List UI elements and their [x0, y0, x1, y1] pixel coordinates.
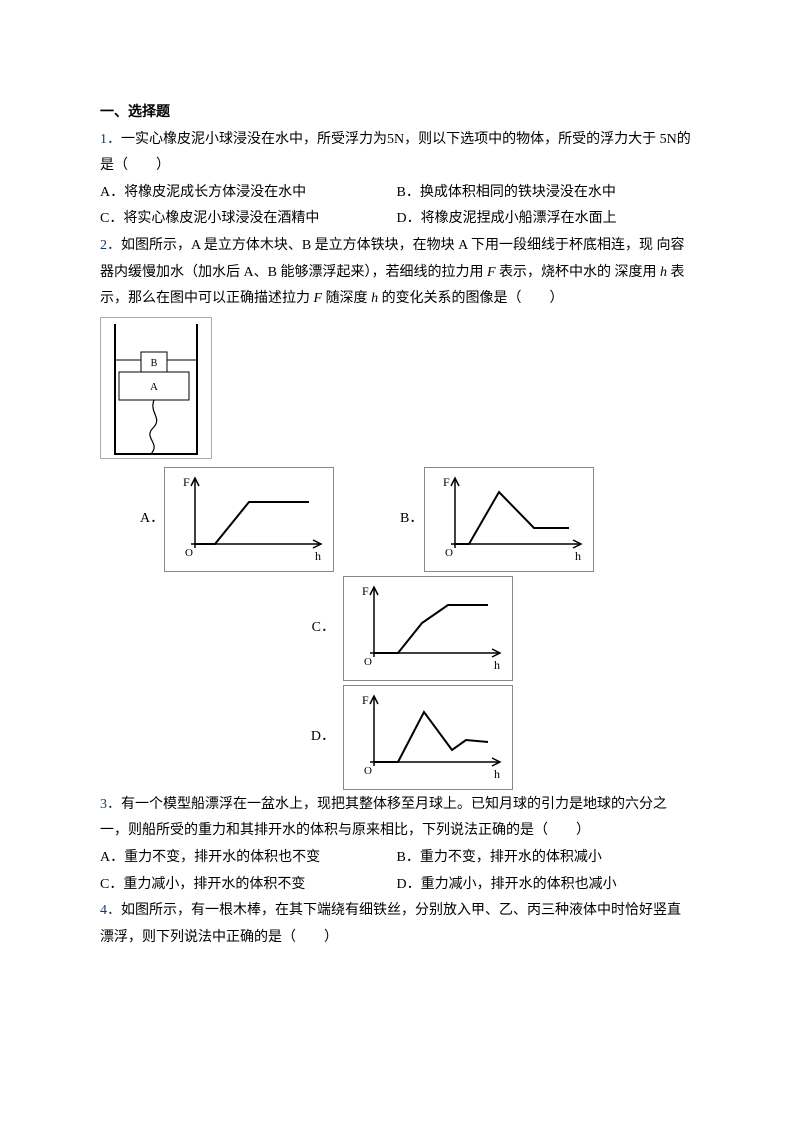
graph-C: F h O	[343, 576, 513, 681]
q1-option-a: A．将橡皮泥成长方体浸没在水中	[100, 180, 397, 207]
var-F2: F	[314, 291, 323, 306]
q3-text: 有一个模型船漂浮在一盆水上，现把其整体移至月球上。已知月球的引力是地球的六分之一…	[100, 797, 667, 839]
q2-diagram: A B	[100, 317, 212, 459]
q3-option-c: C．重力减小，排开水的体积不变	[100, 872, 397, 899]
q4-number: 4．	[100, 903, 121, 918]
q1-number: 1．	[100, 132, 121, 147]
q3-option-d: D．重力减小，排开水的体积也减小	[397, 872, 694, 899]
q2-row-c: C． F h O	[100, 576, 693, 681]
graph-D: F h O	[343, 685, 513, 790]
svg-text:h: h	[315, 549, 321, 563]
svg-text:h: h	[575, 549, 581, 563]
q1-option-d: D．将橡皮泥捏成小船漂浮在水面上	[397, 206, 694, 233]
q1-option-b: B．换成体积相同的铁块浸没在水中	[397, 180, 694, 207]
q2-row-d: D． F h O	[100, 685, 693, 790]
question-3: 3．有一个模型船漂浮在一盆水上，现把其整体移至月球上。已知月球的引力是地球的六分…	[100, 792, 693, 898]
svg-text:A: A	[150, 381, 158, 393]
svg-text:O: O	[364, 765, 372, 777]
svg-text:h: h	[494, 767, 500, 781]
q2-number: 2．	[100, 238, 121, 253]
q2-row-ab: A． F h O B． F h O	[100, 467, 693, 572]
q2-optC-label: C．	[100, 615, 343, 642]
q1-text: 一实心橡皮泥小球浸没在水中，所受浮力为5N，则以下选项中的物体，所受的浮力大于 …	[100, 132, 691, 174]
svg-text:F: F	[443, 475, 450, 489]
q1-option-c: C．将实心橡皮泥小球浸没在酒精中	[100, 206, 397, 233]
q2-line1: 如图所示，A 是立方体木块、B 是立方体铁块，在物块 A 下用一段细线于杯底相连…	[121, 238, 653, 253]
svg-text:O: O	[185, 547, 193, 559]
exam-page: 一、选择题 1．一实心橡皮泥小球浸没在水中，所受浮力为5N，则以下选项中的物体，…	[0, 0, 793, 1122]
q2-optB-label: B．	[400, 506, 424, 533]
graph-A: F h O	[164, 467, 334, 572]
var-F: F	[487, 265, 496, 280]
q3-option-b: B．重力不变，排开水的体积减小	[397, 845, 694, 872]
question-1: 1．一实心橡皮泥小球浸没在水中，所受浮力为5N，则以下选项中的物体，所受的浮力大…	[100, 127, 693, 233]
svg-text:B: B	[151, 358, 158, 369]
question-4: 4．如图所示，有一根木棒，在其下端绕有细铁丝，分别放入甲、乙、丙三种液体中时恰好…	[100, 898, 693, 951]
svg-text:h: h	[494, 658, 500, 672]
beaker-svg: A B	[101, 318, 211, 458]
svg-text:O: O	[364, 656, 372, 668]
axis-F-label: F	[183, 475, 190, 489]
q2-line2b: 表示，烧杯中水的	[496, 265, 612, 280]
svg-text:F: F	[362, 693, 369, 707]
q2-optA-label: A．	[140, 506, 164, 533]
q3-option-a: A．重力不变，排开水的体积也不变	[100, 845, 397, 872]
q4-text: 如图所示，有一根木棒，在其下端绕有细铁丝，分别放入甲、乙、丙三种液体中时恰好竖直…	[100, 903, 681, 945]
var-h: h	[660, 265, 667, 280]
svg-text:O: O	[445, 547, 453, 559]
question-2: 2．如图所示，A 是立方体木块、B 是立方体铁块，在物块 A 下用一段细线于杯底…	[100, 233, 693, 313]
q2-line3a: 深度用	[615, 265, 661, 280]
q2-optD-label: D．	[100, 724, 343, 751]
var-h2: h	[371, 291, 378, 306]
q2-line3c: 随深度	[322, 291, 371, 306]
graph-B: F h O	[424, 467, 594, 572]
svg-text:F: F	[362, 584, 369, 598]
q2-line3d: 的变化关系的图像是（ ）	[378, 291, 564, 306]
section-title: 一、选择题	[100, 100, 693, 127]
q3-number: 3．	[100, 797, 121, 812]
